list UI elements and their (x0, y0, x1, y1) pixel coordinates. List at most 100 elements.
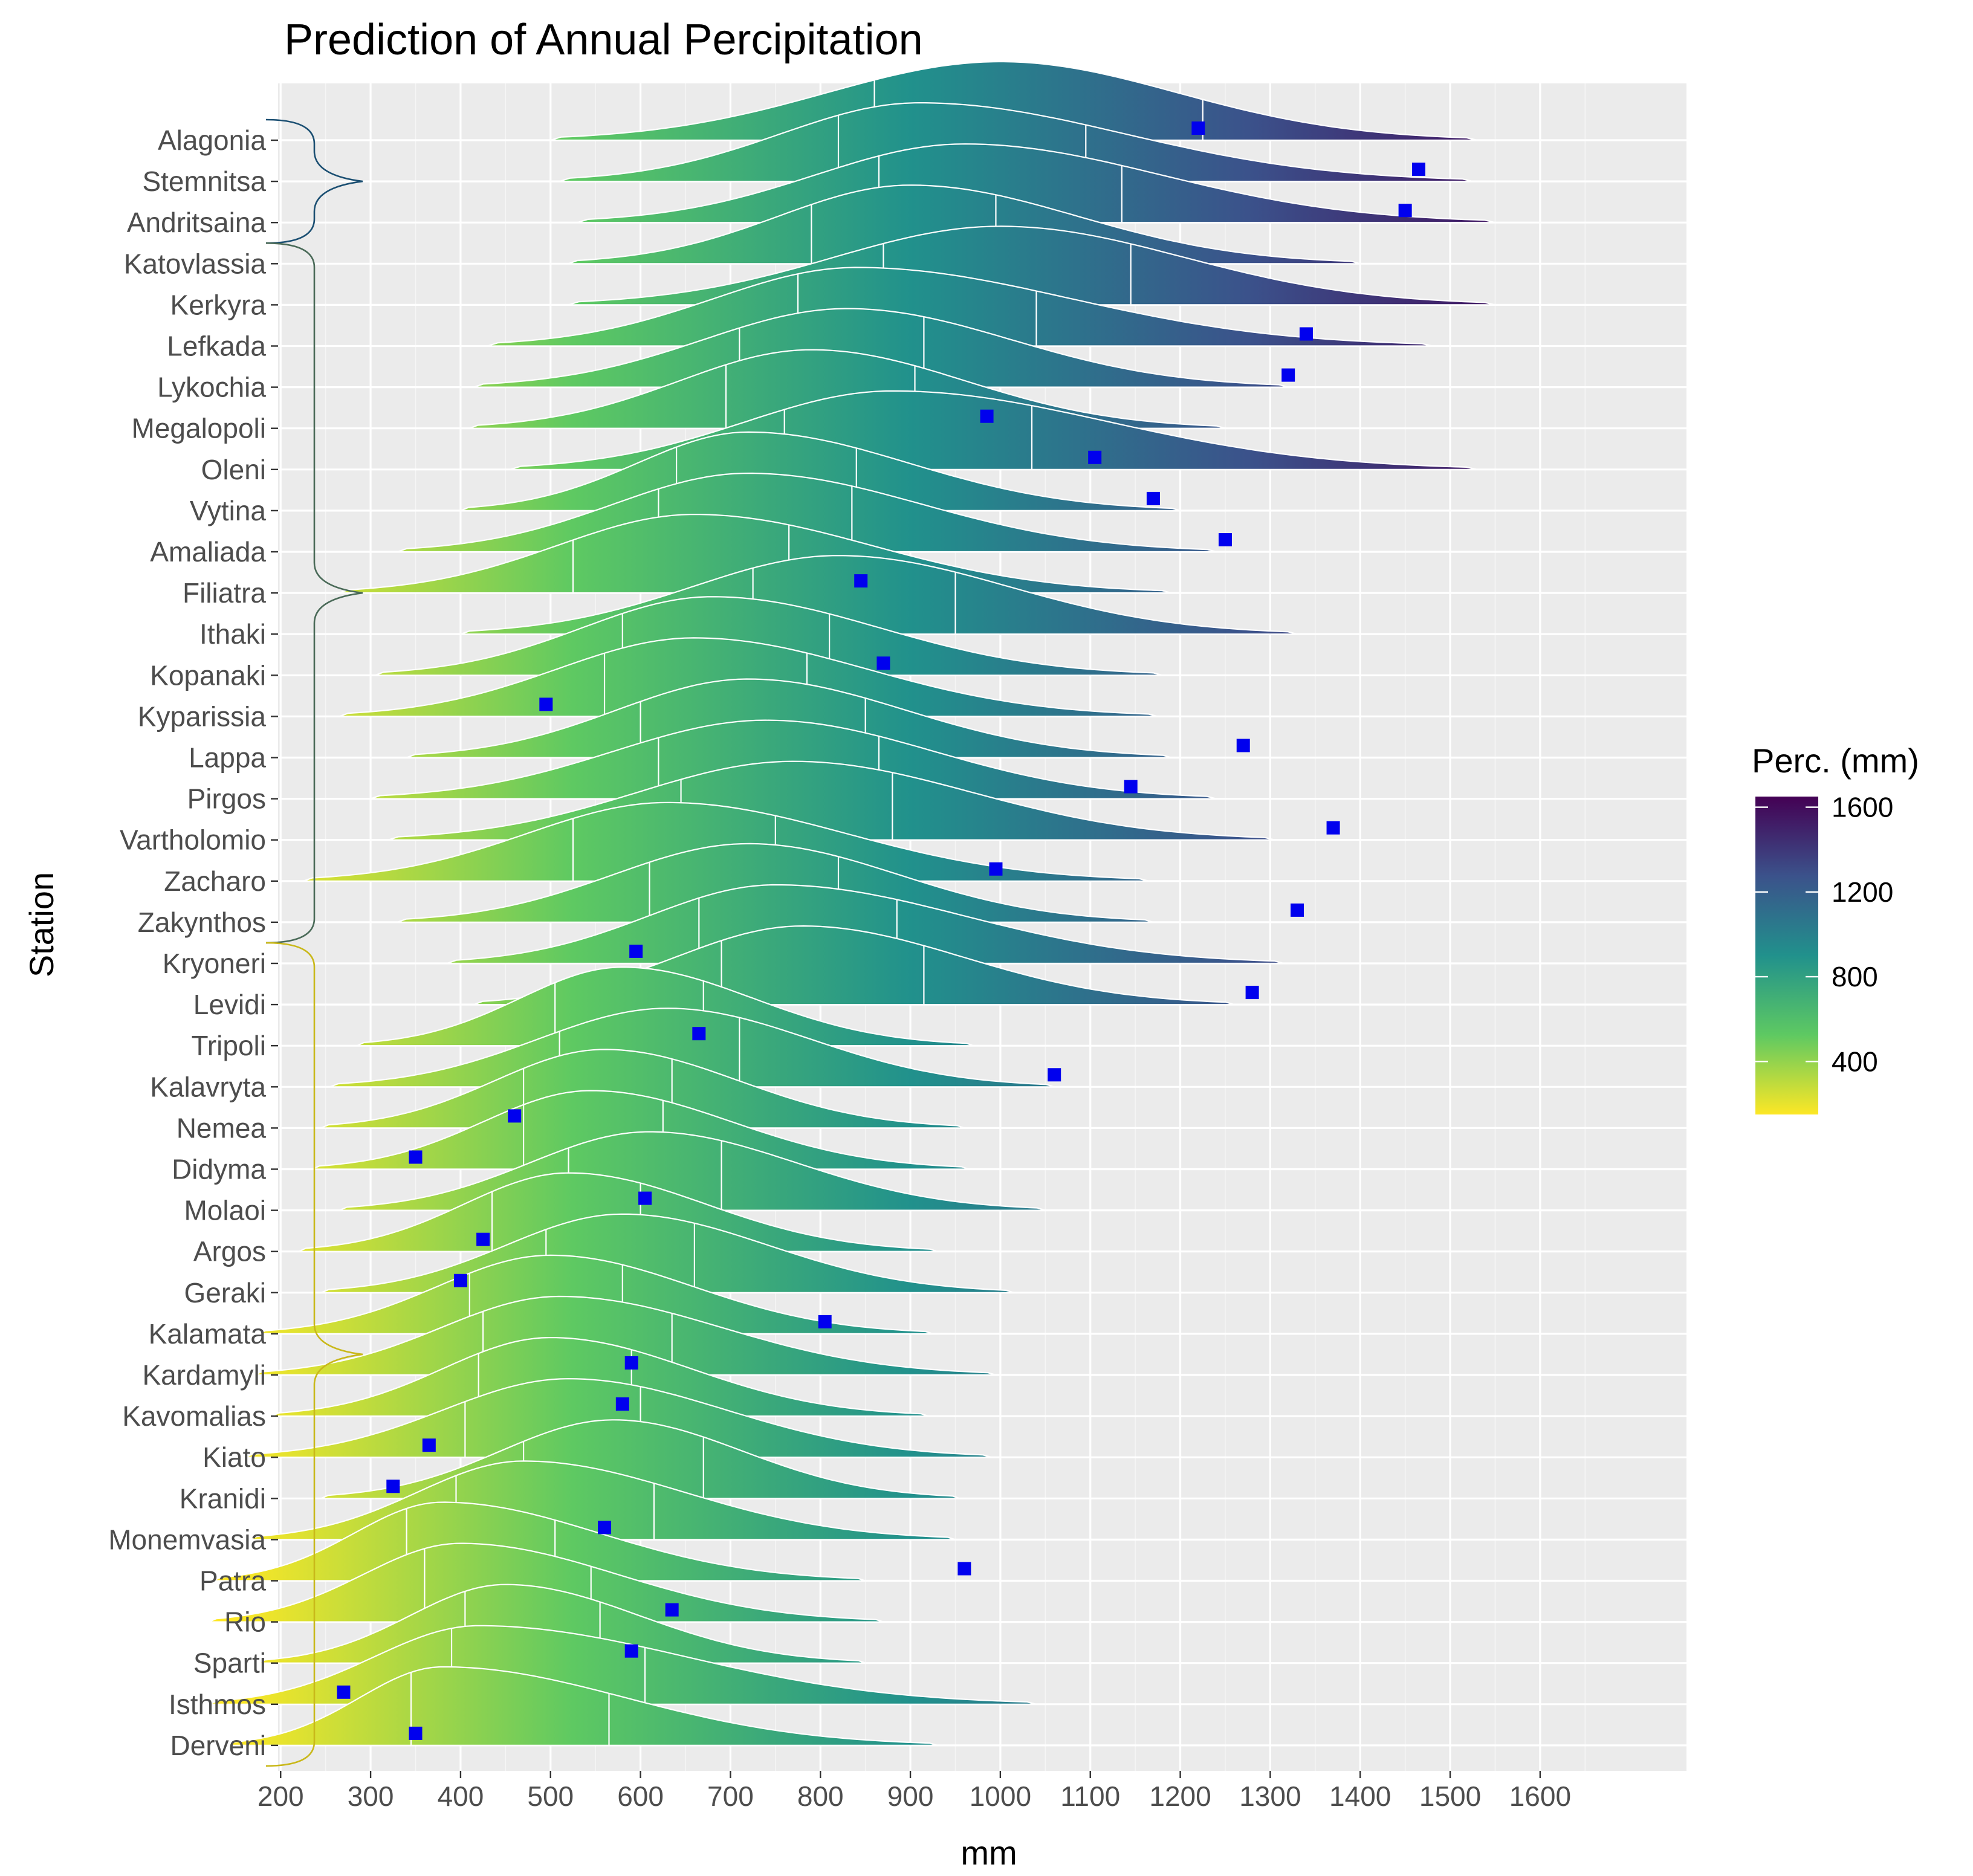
y-tick-label: Vartholomio (120, 824, 266, 856)
observed-point (409, 1150, 423, 1164)
y-tick-label: Alagonia (158, 125, 266, 156)
ridge-area (271, 1336, 929, 1417)
observed-point (1191, 121, 1205, 135)
observed-point (665, 1603, 679, 1617)
observed-point (989, 862, 1003, 876)
y-tick-label: Zakynthos (138, 907, 266, 938)
observed-point (1326, 821, 1340, 835)
observed-point (337, 1685, 351, 1699)
x-tick-label: 1100 (1060, 1781, 1120, 1812)
x-tick-label: 500 (527, 1781, 574, 1812)
ridge-area (406, 678, 1171, 758)
observed-point (386, 1480, 400, 1493)
observed-point (598, 1521, 612, 1535)
ridge-area (460, 431, 1181, 511)
observed-point (1236, 739, 1250, 752)
observed-point (409, 1726, 423, 1740)
y-tick-label: Oleni (201, 454, 266, 485)
observed-point (539, 697, 553, 711)
ridge-area (244, 1378, 992, 1458)
ridge-area (226, 1666, 938, 1746)
x-tick-label: 900 (887, 1781, 934, 1812)
y-tick-label: Kalavryta (150, 1071, 266, 1102)
y-tick-label: Filiatra (183, 577, 266, 609)
observed-point (624, 1356, 638, 1370)
legend-tick-label: 400 (1832, 1046, 1878, 1077)
observed-point (1146, 491, 1160, 505)
observed-point (1124, 780, 1138, 794)
x-tick-label: 300 (348, 1781, 394, 1812)
ridge-area (298, 1172, 938, 1252)
ridge-area (397, 843, 1154, 923)
group-brace (265, 242, 363, 944)
y-tick-label: Kavomalias (122, 1400, 266, 1432)
x-tick-label: 1600 (1509, 1781, 1571, 1812)
y-tick-label: Lefkada (167, 331, 266, 362)
ridge-area (370, 719, 1217, 800)
observed-point (876, 656, 890, 670)
observed-point (1218, 533, 1232, 546)
legend: Perc. (mm) 400 800 1200 1600 (1752, 742, 1919, 1114)
ridge-area (473, 308, 1289, 388)
ridge-area (303, 801, 1149, 882)
chart-title: Prediction of Annual Percipitation (284, 16, 923, 64)
y-tick-label: Kryoneri (163, 948, 266, 979)
legend-tick-label: 1600 (1832, 792, 1893, 823)
x-tick-label: 1500 (1419, 1781, 1481, 1812)
observed-point (1281, 368, 1295, 382)
legend-tick-label: 800 (1832, 961, 1878, 992)
group-brace (265, 118, 363, 244)
ridge-area (447, 884, 1284, 965)
group-braces (265, 118, 363, 1767)
ridge-area (357, 966, 974, 1047)
y-tick-label: Vytina (190, 495, 267, 526)
x-tick-label: 1000 (970, 1781, 1031, 1812)
observed-point (1291, 903, 1304, 917)
observed-point (615, 1397, 629, 1411)
y-tick-label: Isthmos (169, 1689, 266, 1720)
observed-point (1048, 1068, 1061, 1082)
legend-title: Perc. (mm) (1752, 742, 1919, 780)
y-tick-label: Zacharo (164, 865, 266, 897)
x-tick-label: 400 (438, 1781, 484, 1812)
ridge-area (375, 596, 1163, 676)
y-tick-label: Lappa (189, 742, 266, 774)
y-tick-label: Geraki (184, 1277, 266, 1308)
observed-point (854, 574, 868, 588)
observed-point (453, 1273, 467, 1287)
y-tick-label: Andritsaina (127, 207, 267, 238)
observed-point (957, 1562, 971, 1576)
y-tick-label: Tripoli (191, 1030, 266, 1061)
y-tick-label: Molaoi (184, 1195, 266, 1226)
y-tick-label: Kalamata (149, 1318, 267, 1350)
y-tick-label: Kardamyli (142, 1359, 266, 1391)
y-tick-label: Rio (224, 1606, 266, 1638)
y-tick-label: Didyma (172, 1154, 266, 1185)
x-tick-label: 800 (797, 1781, 844, 1812)
ridges (208, 60, 1495, 1746)
ridge-area (329, 1008, 1055, 1088)
y-tick-label: Argos (193, 1236, 266, 1267)
ridge-area (208, 1542, 884, 1623)
y-tick-label: Monemvasia (108, 1524, 266, 1555)
ridge-area (253, 1295, 996, 1376)
observed-point (1245, 986, 1259, 1000)
y-tick-label: Derveni (170, 1730, 266, 1761)
ridge-area (559, 102, 1473, 183)
x-tick-label: 1400 (1329, 1781, 1391, 1812)
y-tick-label: Megalopoli (132, 413, 266, 444)
y-tick-label: Levidi (193, 989, 266, 1020)
observed-point (1299, 327, 1313, 341)
x-tick-label: 1300 (1239, 1781, 1301, 1812)
ridge-area (311, 1090, 970, 1170)
y-tick-label: Stemnitsa (142, 166, 266, 197)
legend-tick-label: 1200 (1832, 876, 1893, 908)
observed-point (980, 409, 994, 423)
x-tick-label: 700 (707, 1781, 754, 1812)
ridge-area (320, 1049, 965, 1129)
y-tick-label: Kranidi (180, 1483, 266, 1514)
y-axis: Alagonia Stemnitsa Andritsaina Katovlassia K… (108, 125, 278, 1761)
observed-point (1398, 204, 1412, 218)
ridge-kalavryta (329, 1008, 1055, 1088)
